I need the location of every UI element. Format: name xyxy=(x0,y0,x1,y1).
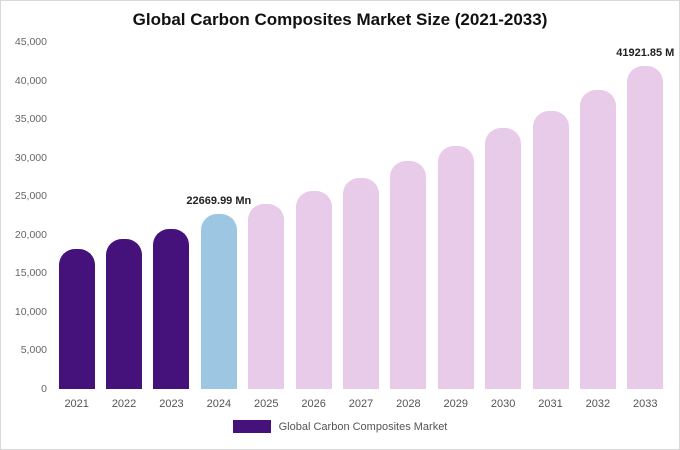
legend[interactable]: Global Carbon Composites Market xyxy=(1,420,679,433)
x-tick-2033: 2033 xyxy=(633,398,658,410)
data-label-2033: 41921.85 M xyxy=(616,46,675,59)
bar-2028[interactable] xyxy=(390,160,427,389)
bar-2031[interactable] xyxy=(532,111,569,389)
y-tick-45000: 45,000 xyxy=(14,36,47,48)
bar-2032[interactable] xyxy=(579,89,616,389)
bar-2025[interactable] xyxy=(248,203,285,389)
bar-2033[interactable] xyxy=(627,65,664,389)
x-tick-2028: 2028 xyxy=(396,398,421,410)
data-label-2024: 22669.99 Mn xyxy=(186,195,252,208)
x-tick-2030: 2030 xyxy=(490,398,516,410)
x-tick-2026: 2026 xyxy=(301,398,326,410)
y-tick-0: 0 xyxy=(41,383,47,395)
x-tick-2031: 2031 xyxy=(538,398,563,410)
bar-2021[interactable] xyxy=(58,249,95,389)
legend-swatch xyxy=(232,420,271,433)
x-tick-2032: 2032 xyxy=(585,398,611,410)
x-tick-2029: 2029 xyxy=(443,398,468,410)
y-tick-35000: 35,000 xyxy=(14,113,47,126)
bar-2023[interactable] xyxy=(153,228,190,389)
bar-2029[interactable] xyxy=(437,146,474,389)
y-tick-10000: 10,000 xyxy=(14,305,47,318)
x-tick-2025: 2025 xyxy=(253,398,279,410)
x-tick-2021: 2021 xyxy=(64,398,89,410)
chart-title: Global Carbon Composites Market Size (20… xyxy=(132,10,548,29)
bar-2027[interactable] xyxy=(343,178,379,389)
y-tick-20000: 20,000 xyxy=(14,228,47,241)
bar-2024[interactable] xyxy=(200,214,237,389)
x-tick-2022: 2022 xyxy=(111,398,137,410)
x-tick-2024: 2024 xyxy=(206,398,232,410)
legend-label: Global Carbon Composites Market xyxy=(278,420,448,433)
y-tick-5000: 5,000 xyxy=(20,344,47,357)
bar-2022[interactable] xyxy=(106,239,143,389)
x-tick-2023: 2023 xyxy=(159,398,184,410)
y-tick-30000: 30,000 xyxy=(14,151,47,164)
y-tick-25000: 25,000 xyxy=(14,190,47,203)
x-tick-2027: 2027 xyxy=(348,398,374,410)
y-tick-40000: 40,000 xyxy=(14,74,47,87)
bar-2030[interactable] xyxy=(485,127,522,389)
y-tick-15000: 15,000 xyxy=(14,267,47,280)
bar-2026[interactable] xyxy=(295,190,332,389)
